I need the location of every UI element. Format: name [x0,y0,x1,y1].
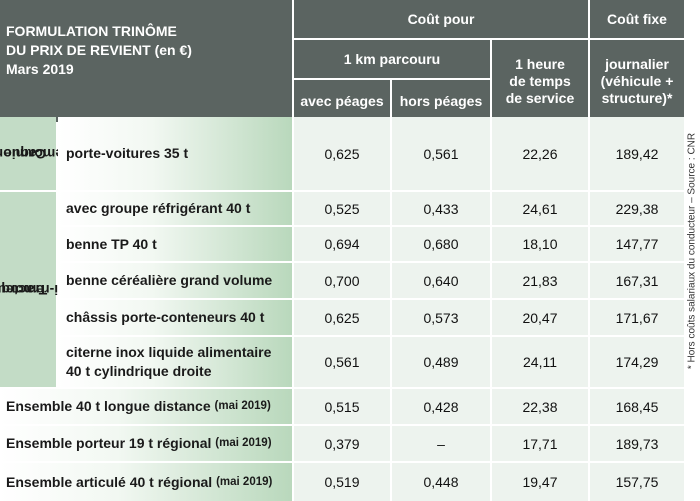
header-1km: 1 km parcouru [294,40,490,78]
row-label-ensemble-articule: Ensemble articulé 40 t régional (mai 201… [0,463,292,501]
row-label-text: Ensemble 40 t longue distance [6,398,211,414]
cell-avec-peages: 0,379 [294,426,390,461]
cell-hors-peages: 0,640 [392,263,490,298]
header-hors-peages: hors péages [392,80,490,122]
header-1-heure: 1 heure de temps de service [492,40,588,122]
cell-avec-peages: 0,515 [294,389,390,424]
cell-heure: 24,61 [492,192,588,225]
header-journalier: journalier (véhicule + structure)* [590,40,684,122]
cell-fixe: 174,29 [590,337,684,387]
cell-hors-peages: 0,448 [392,463,490,501]
title-line-3: Mars 2019 [6,61,74,77]
title-line-1: FORMULATION TRINÔME [6,23,177,39]
row-label-text: Ensemble porteur 19 t régional [6,435,212,451]
header-avec-peages: avec péages [294,80,390,122]
cell-heure: 24,11 [492,337,588,387]
cell-heure: 18,10 [492,227,588,261]
cell-fixe: 189,73 [590,426,684,461]
cell-fixe: 147,77 [590,227,684,261]
cell-hors-peages: 0,489 [392,337,490,387]
header-cout-pour: Coût pour [294,0,588,38]
side-note-text: * Hors coûts salariaux du conducteur – S… [686,132,698,369]
row-label-note: (mai 2019) [215,437,272,449]
row-label-ensemble-porteur: Ensemble porteur 19 t régional (mai 2019… [0,426,292,461]
cell-heure: 22,26 [492,117,588,190]
cell-hors-peages: 0,680 [392,227,490,261]
side-note: * Hors coûts salariaux du conducteur – S… [684,0,700,501]
cell-heure: 22,38 [492,389,588,424]
cell-fixe: 229,38 [590,192,684,225]
header-journalier-line-2: (véhicule + [600,72,674,89]
table-title: FORMULATION TRINÔME DU PRIX DE REVIENT (… [0,0,292,122]
cell-avec-peages: 0,519 [294,463,390,501]
cell-hors-peages: 0,433 [392,192,490,225]
cell-heure: 20,47 [492,300,588,335]
cell-heure: 17,71 [492,426,588,461]
cell-fixe: 168,45 [590,389,684,424]
cell-hors-peages: 0,561 [392,117,490,190]
title-line-2: DU PRIX DE REVIENT (en €) [6,42,192,58]
cell-fixe: 157,75 [590,463,684,501]
cell-fixe: 171,67 [590,300,684,335]
row-label-citerne-inox: citerne inox liquide alimentaire 40 t cy… [58,337,292,387]
header-journalier-line-3: structure)* [601,89,673,106]
header-heure-line-3: de service [505,89,575,106]
cell-avec-peages: 0,625 [294,117,390,190]
row-label-note: (mai 2019) [216,475,273,488]
row-label-ensemble-longue-distance: Ensemble 40 t longue distance (mai 2019) [0,389,292,424]
cell-avec-peages: 0,700 [294,263,390,298]
cell-heure: 19,47 [492,463,588,501]
row-label-porte-voitures: porte-voitures 35 t [58,117,292,190]
row-label-benne-tp: benne TP 40 t [58,227,292,261]
row-label-text: Ensemble articulé 40 t régional [6,473,213,490]
header-cout-fixe: Coût fixe [590,0,684,38]
row-label-chassis-porte-conteneurs: châssis porte-conteneurs 40 t [58,300,292,335]
header-heure-line-2: de temps [509,72,571,89]
cell-avec-peages: 0,561 [294,337,390,387]
group-tracteur-semi-remorque: Tracteur semi-remorque [0,192,87,387]
cell-avec-peages: 0,525 [294,192,390,225]
cell-fixe: 167,31 [590,263,684,298]
cell-avec-peages: 0,694 [294,227,390,261]
cell-hors-peages: 0,573 [392,300,490,335]
cost-table: FORMULATION TRINÔME DU PRIX DE REVIENT (… [0,0,684,501]
group-camion-remorque: Camion remorque [0,117,68,190]
row-label-groupe-refrigerant: avec groupe réfrigérant 40 t [58,192,292,225]
cell-heure: 21,83 [492,263,588,298]
cell-avec-peages: 0,625 [294,300,390,335]
cell-fixe: 189,42 [590,117,684,190]
cell-hors-peages: 0,428 [392,389,490,424]
header-heure-line-1: 1 heure [515,55,565,72]
header-journalier-line-1: journalier [605,55,669,72]
row-label-benne-cerealiere: benne céréalière grand volume [58,263,292,298]
cell-hors-peages: – [392,426,490,461]
row-label-citerne-line-1: citerne inox liquide alimentaire [66,344,272,360]
row-label-note: (mai 2019) [214,400,271,412]
row-label-citerne-line-2: 40 t cylindrique droite [66,363,212,379]
